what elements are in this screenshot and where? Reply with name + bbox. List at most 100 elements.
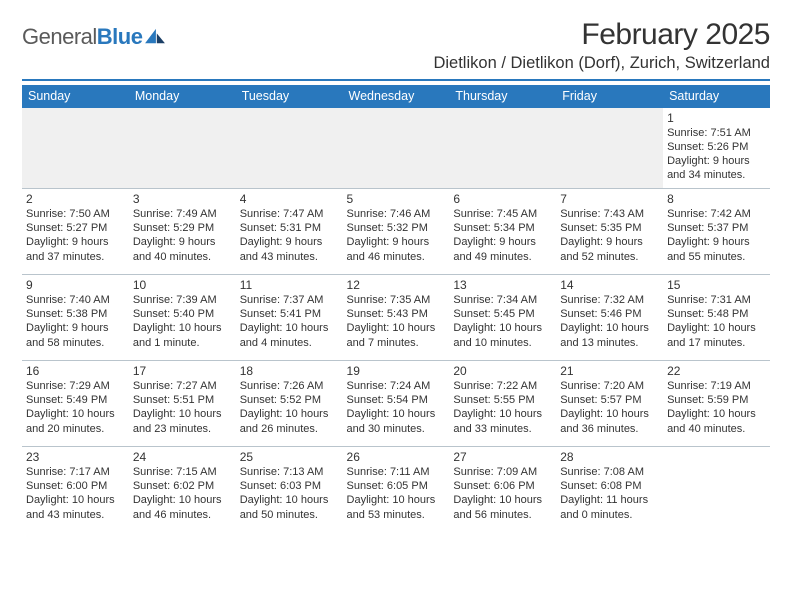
day-number: 13	[453, 278, 552, 292]
daylight-text: Daylight: 9 hours and 37 minutes.	[26, 235, 125, 263]
day-info: Sunrise: 7:40 AMSunset: 5:38 PMDaylight:…	[26, 293, 125, 349]
calendar-cell: 18Sunrise: 7:26 AMSunset: 5:52 PMDayligh…	[236, 361, 343, 447]
day-number: 25	[240, 450, 339, 464]
daylight-text: Daylight: 10 hours and 26 minutes.	[240, 407, 339, 435]
sunset-text: Sunset: 5:59 PM	[667, 393, 766, 407]
day-number: 23	[26, 450, 125, 464]
sunset-text: Sunset: 5:31 PM	[240, 221, 339, 235]
sunrise-text: Sunrise: 7:29 AM	[26, 379, 125, 393]
daylight-text: Daylight: 10 hours and 46 minutes.	[133, 493, 232, 521]
sunrise-text: Sunrise: 7:37 AM	[240, 293, 339, 307]
day-number: 28	[560, 450, 659, 464]
day-info: Sunrise: 7:51 AMSunset: 5:26 PMDaylight:…	[667, 126, 766, 182]
calendar-table: SundayMondayTuesdayWednesdayThursdayFrid…	[22, 85, 770, 533]
sunrise-text: Sunrise: 7:35 AM	[347, 293, 446, 307]
weekday-header: Monday	[129, 85, 236, 108]
daylight-text: Daylight: 10 hours and 1 minute.	[133, 321, 232, 349]
day-info: Sunrise: 7:43 AMSunset: 5:35 PMDaylight:…	[560, 207, 659, 263]
calendar-cell: 2Sunrise: 7:50 AMSunset: 5:27 PMDaylight…	[22, 189, 129, 275]
sunset-text: Sunset: 5:27 PM	[26, 221, 125, 235]
daylight-text: Daylight: 10 hours and 50 minutes.	[240, 493, 339, 521]
calendar-cell: 20Sunrise: 7:22 AMSunset: 5:55 PMDayligh…	[449, 361, 556, 447]
header-row: GeneralBlue February 2025 Dietlikon / Di…	[22, 18, 770, 73]
day-number: 22	[667, 364, 766, 378]
sunset-text: Sunset: 5:38 PM	[26, 307, 125, 321]
day-number: 12	[347, 278, 446, 292]
sunrise-text: Sunrise: 7:34 AM	[453, 293, 552, 307]
calendar-body: 1Sunrise: 7:51 AMSunset: 5:26 PMDaylight…	[22, 108, 770, 533]
daylight-text: Daylight: 10 hours and 36 minutes.	[560, 407, 659, 435]
day-number: 11	[240, 278, 339, 292]
daylight-text: Daylight: 10 hours and 13 minutes.	[560, 321, 659, 349]
day-number: 17	[133, 364, 232, 378]
calendar-cell: 15Sunrise: 7:31 AMSunset: 5:48 PMDayligh…	[663, 275, 770, 361]
day-info: Sunrise: 7:19 AMSunset: 5:59 PMDaylight:…	[667, 379, 766, 435]
sunrise-text: Sunrise: 7:19 AM	[667, 379, 766, 393]
sunset-text: Sunset: 5:37 PM	[667, 221, 766, 235]
sunrise-text: Sunrise: 7:49 AM	[133, 207, 232, 221]
sunset-text: Sunset: 5:57 PM	[560, 393, 659, 407]
sunrise-text: Sunrise: 7:43 AM	[560, 207, 659, 221]
sunset-text: Sunset: 5:51 PM	[133, 393, 232, 407]
daylight-text: Daylight: 9 hours and 46 minutes.	[347, 235, 446, 263]
calendar-cell	[343, 108, 450, 189]
day-number: 5	[347, 192, 446, 206]
sunrise-text: Sunrise: 7:17 AM	[26, 465, 125, 479]
calendar-cell: 27Sunrise: 7:09 AMSunset: 6:06 PMDayligh…	[449, 447, 556, 533]
sunrise-text: Sunrise: 7:27 AM	[133, 379, 232, 393]
sunrise-text: Sunrise: 7:32 AM	[560, 293, 659, 307]
daylight-text: Daylight: 9 hours and 40 minutes.	[133, 235, 232, 263]
day-info: Sunrise: 7:15 AMSunset: 6:02 PMDaylight:…	[133, 465, 232, 521]
sunset-text: Sunset: 6:03 PM	[240, 479, 339, 493]
brand-logo: GeneralBlue	[22, 18, 166, 50]
sunset-text: Sunset: 5:32 PM	[347, 221, 446, 235]
calendar-cell: 19Sunrise: 7:24 AMSunset: 5:54 PMDayligh…	[343, 361, 450, 447]
day-number: 27	[453, 450, 552, 464]
day-number: 21	[560, 364, 659, 378]
day-number: 15	[667, 278, 766, 292]
daylight-text: Daylight: 10 hours and 53 minutes.	[347, 493, 446, 521]
sunset-text: Sunset: 6:00 PM	[26, 479, 125, 493]
brand-word1: General	[22, 24, 97, 49]
brand-word2: Blue	[97, 24, 143, 49]
calendar-cell: 16Sunrise: 7:29 AMSunset: 5:49 PMDayligh…	[22, 361, 129, 447]
day-info: Sunrise: 7:26 AMSunset: 5:52 PMDaylight:…	[240, 379, 339, 435]
day-number: 19	[347, 364, 446, 378]
day-info: Sunrise: 7:45 AMSunset: 5:34 PMDaylight:…	[453, 207, 552, 263]
sunset-text: Sunset: 6:02 PM	[133, 479, 232, 493]
calendar-week: 1Sunrise: 7:51 AMSunset: 5:26 PMDaylight…	[22, 108, 770, 189]
sunrise-text: Sunrise: 7:15 AM	[133, 465, 232, 479]
daylight-text: Daylight: 10 hours and 23 minutes.	[133, 407, 232, 435]
calendar-week: 9Sunrise: 7:40 AMSunset: 5:38 PMDaylight…	[22, 275, 770, 361]
calendar-cell	[236, 108, 343, 189]
sunrise-text: Sunrise: 7:46 AM	[347, 207, 446, 221]
sunrise-text: Sunrise: 7:31 AM	[667, 293, 766, 307]
weekday-header: Tuesday	[236, 85, 343, 108]
day-info: Sunrise: 7:49 AMSunset: 5:29 PMDaylight:…	[133, 207, 232, 263]
day-info: Sunrise: 7:46 AMSunset: 5:32 PMDaylight:…	[347, 207, 446, 263]
calendar-week: 16Sunrise: 7:29 AMSunset: 5:49 PMDayligh…	[22, 361, 770, 447]
sunrise-text: Sunrise: 7:40 AM	[26, 293, 125, 307]
daylight-text: Daylight: 10 hours and 30 minutes.	[347, 407, 446, 435]
sunrise-text: Sunrise: 7:09 AM	[453, 465, 552, 479]
day-number: 6	[453, 192, 552, 206]
daylight-text: Daylight: 10 hours and 7 minutes.	[347, 321, 446, 349]
calendar-cell	[556, 108, 663, 189]
daylight-text: Daylight: 10 hours and 20 minutes.	[26, 407, 125, 435]
calendar-cell: 7Sunrise: 7:43 AMSunset: 5:35 PMDaylight…	[556, 189, 663, 275]
day-number: 26	[347, 450, 446, 464]
sunset-text: Sunset: 5:35 PM	[560, 221, 659, 235]
daylight-text: Daylight: 9 hours and 58 minutes.	[26, 321, 125, 349]
calendar-cell: 6Sunrise: 7:45 AMSunset: 5:34 PMDaylight…	[449, 189, 556, 275]
day-number: 2	[26, 192, 125, 206]
weekday-header: Friday	[556, 85, 663, 108]
sunrise-text: Sunrise: 7:11 AM	[347, 465, 446, 479]
day-info: Sunrise: 7:11 AMSunset: 6:05 PMDaylight:…	[347, 465, 446, 521]
day-info: Sunrise: 7:34 AMSunset: 5:45 PMDaylight:…	[453, 293, 552, 349]
day-info: Sunrise: 7:08 AMSunset: 6:08 PMDaylight:…	[560, 465, 659, 521]
sunset-text: Sunset: 5:49 PM	[26, 393, 125, 407]
calendar-cell: 8Sunrise: 7:42 AMSunset: 5:37 PMDaylight…	[663, 189, 770, 275]
day-info: Sunrise: 7:42 AMSunset: 5:37 PMDaylight:…	[667, 207, 766, 263]
sunset-text: Sunset: 5:40 PM	[133, 307, 232, 321]
sunrise-text: Sunrise: 7:45 AM	[453, 207, 552, 221]
